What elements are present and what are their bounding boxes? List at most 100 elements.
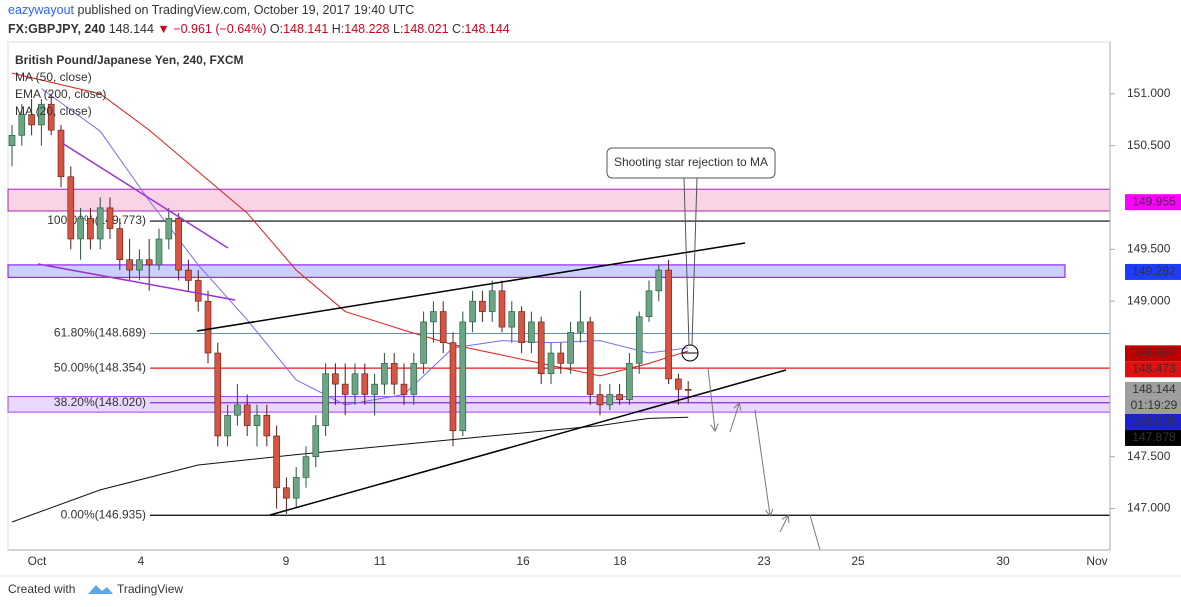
candle-body — [537, 321, 545, 375]
candle-body — [283, 487, 290, 499]
moving-average — [11, 416, 689, 523]
candle-body — [332, 373, 339, 385]
fib-label: 100.00%(149.773) — [47, 213, 146, 227]
candle-body — [420, 321, 427, 364]
candle-body — [390, 363, 398, 385]
ohlc-key: L: — [393, 22, 403, 36]
y-tick-label: 150.500 — [1127, 138, 1171, 152]
candle-body — [449, 342, 457, 432]
ohlc-key: H: — [332, 22, 345, 36]
candle-body — [547, 352, 555, 375]
candle-body — [292, 477, 300, 499]
candle-body — [194, 280, 202, 302]
candle-body — [400, 383, 408, 395]
candle-body — [488, 290, 496, 312]
legend-entry: MA (50, close) — [15, 70, 92, 84]
price-label: 149.955 — [1132, 194, 1176, 208]
candle-body — [57, 129, 65, 178]
arrow: ▼ — [157, 22, 169, 36]
fib-label: 38.20%(148.020) — [54, 395, 146, 409]
price-label-bg — [1125, 194, 1181, 211]
x-tick-label: 11 — [374, 554, 387, 568]
candle-body — [38, 103, 45, 126]
price-label: 148.005 — [1132, 414, 1176, 428]
change: −0.961 (−0.64%) — [173, 22, 266, 36]
plot-area — [7, 41, 1111, 551]
candle-body — [8, 135, 16, 146]
fib-label: 50.00%(148.354) — [54, 360, 146, 374]
price-label: 148.144 — [1132, 382, 1176, 396]
candle-body — [430, 311, 437, 323]
zone — [7, 264, 1066, 278]
candle-body — [77, 217, 84, 240]
trend-line — [196, 242, 746, 332]
forecast-arrow — [754, 409, 770, 515]
forecast-arrow — [779, 516, 788, 533]
candle-body — [371, 383, 378, 395]
x-tick-label: 16 — [516, 554, 530, 568]
x-tick-label: 25 — [851, 554, 865, 568]
callout-box — [606, 147, 776, 179]
trend-line — [61, 142, 229, 249]
header-line: eazywayout published on TradingView.com,… — [8, 3, 414, 17]
price-label-bg — [1125, 381, 1181, 398]
fib-label: 61.80%(148.689) — [54, 326, 146, 340]
ohlc-key: O: — [270, 22, 283, 36]
countdown-bg — [1125, 397, 1181, 414]
candle-body — [341, 383, 349, 395]
zone — [7, 396, 1111, 413]
candle-body — [87, 217, 94, 240]
candle-body — [96, 207, 104, 240]
candle-body — [479, 300, 486, 312]
y-tick-label: 147.000 — [1127, 501, 1171, 515]
symbol: FX:GBPJPY, 240 — [8, 22, 105, 36]
ohlc-value: 148.228 — [344, 22, 389, 36]
price-label-bg — [1125, 429, 1181, 446]
candle-body — [459, 321, 467, 432]
candle-body — [567, 331, 574, 364]
price-label: 147.878 — [1132, 430, 1176, 444]
x-tick-label: 4 — [138, 554, 145, 568]
candle-body — [126, 259, 133, 271]
forecast-arrow — [729, 404, 739, 433]
candle-body — [263, 414, 271, 437]
candle-body — [253, 414, 261, 426]
footer-text: Created with — [8, 582, 75, 596]
candle-body — [273, 435, 280, 489]
brand[interactable]: TradingView — [117, 582, 183, 596]
candle-body — [214, 352, 222, 437]
candle-body — [302, 456, 310, 478]
candle-body — [508, 311, 516, 328]
candle-body — [645, 290, 653, 318]
candle-body — [18, 114, 26, 136]
price-label-bg — [1125, 413, 1181, 430]
candle-body — [116, 228, 124, 261]
candle-body — [136, 259, 143, 271]
chart-title: British Pound/Japanese Yen, 240, FXCM — [15, 53, 244, 67]
author[interactable]: eazywayout — [8, 3, 75, 17]
price-label: 148.497 — [1132, 346, 1176, 360]
candle-body — [626, 363, 633, 400]
legend-entry: MA (20, close) — [15, 104, 92, 118]
candle-body — [204, 300, 212, 354]
candle-body — [439, 311, 447, 343]
forecast-arrow — [707, 367, 715, 430]
candle-body — [586, 321, 594, 395]
candle-body — [361, 373, 369, 395]
x-tick-label: 9 — [283, 554, 290, 568]
drawings — [37, 142, 821, 551]
x-tick-label: Oct — [28, 554, 47, 568]
trend-line — [37, 263, 236, 301]
x-tick-label: 23 — [757, 554, 771, 568]
callout-pointer — [691, 177, 698, 346]
candle-body — [155, 238, 163, 266]
candle-body — [165, 217, 173, 240]
x-tick-label: 18 — [613, 554, 627, 568]
candle-body — [322, 373, 329, 426]
published: published on TradingView.com, October 19… — [78, 3, 415, 17]
candle-body — [175, 217, 182, 271]
candle-body — [469, 300, 476, 323]
x-tick-label: Nov — [1086, 554, 1107, 568]
y-tick-label: 147.500 — [1127, 449, 1171, 463]
